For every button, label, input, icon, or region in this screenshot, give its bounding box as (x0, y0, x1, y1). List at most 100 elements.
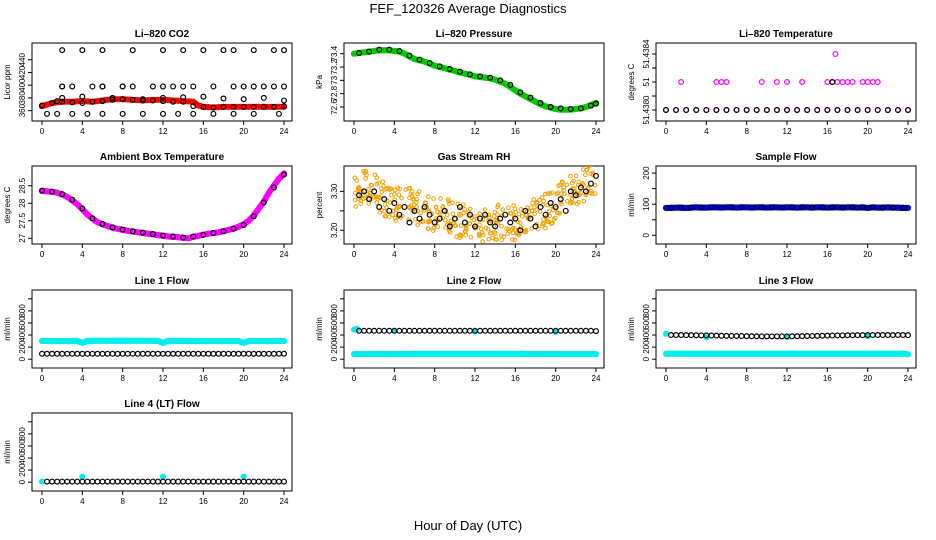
data-point (458, 223, 464, 228)
data-point (59, 350, 66, 357)
y-tick-label: 72.6 (330, 99, 339, 115)
data-point (537, 99, 544, 106)
data-point (240, 473, 247, 480)
x-tick-label: 0 (40, 127, 45, 136)
data-point (421, 203, 428, 210)
data-point (281, 478, 288, 485)
data-point (542, 211, 549, 218)
data-point (477, 215, 484, 222)
series-1 (350, 325, 600, 358)
data-point (446, 223, 453, 230)
data-point (568, 192, 573, 197)
data-point (683, 106, 690, 113)
data-point (38, 350, 45, 357)
data-point (532, 211, 537, 217)
x-tick-label: 20 (239, 497, 248, 506)
data-point (119, 83, 126, 90)
x-tick-label: 20 (551, 250, 560, 259)
data-point (99, 478, 106, 485)
data-point (829, 78, 836, 85)
data-point (849, 332, 856, 339)
data-point (451, 327, 458, 334)
data-point (44, 110, 51, 117)
x-tick-label: 20 (239, 250, 248, 259)
data-point (260, 478, 267, 485)
data-point (245, 478, 252, 485)
data-point (708, 332, 715, 339)
x-tick-label: 24 (592, 127, 601, 136)
panel-7: Line 1 Flow ml/min 0 4 8 12 16 20 24 0 20040060080… (3, 276, 293, 383)
data-point (406, 219, 413, 226)
plot-frame (31, 289, 293, 369)
panel-title: Ambient Box Temperature (100, 152, 225, 163)
x-tick-label: 24 (592, 250, 601, 259)
data-point (190, 233, 197, 240)
data-point (592, 191, 598, 196)
data-point (99, 47, 106, 54)
panel-5: Gas Stream RH percent 0 4 8 12 16 20 24 3.20 3.30 (315, 152, 605, 259)
data-point (583, 172, 588, 178)
x-tick-label: 16 (511, 127, 520, 136)
data-point (517, 227, 524, 234)
y-tick-label: 73.2 (330, 59, 339, 75)
data-point (819, 204, 826, 211)
data-point (511, 203, 516, 208)
data-point (270, 478, 277, 485)
data-point (487, 219, 494, 226)
data-point (411, 207, 418, 214)
x-tick-label: 4 (80, 250, 85, 259)
data-point (748, 333, 755, 340)
data-point (540, 221, 546, 227)
data-point (381, 196, 388, 203)
data-point (773, 333, 780, 340)
data-point (547, 327, 554, 334)
data-point (789, 333, 796, 340)
data-point (537, 203, 544, 210)
data-point (477, 73, 484, 80)
y-tick-label: 0 (642, 356, 651, 361)
data-point (839, 78, 846, 85)
data-point (768, 204, 775, 211)
panel-title: Line 1 Flow (135, 276, 190, 287)
data-point (436, 63, 443, 70)
data-point (758, 204, 765, 211)
y-tick-label: 600 (18, 316, 27, 330)
data-point (849, 204, 856, 211)
data-point (576, 179, 582, 185)
data-point (547, 191, 553, 196)
data-point (270, 83, 277, 90)
panel-4: Ambient Box Temperature degrees C 0 4 8 12 16 2… (3, 152, 293, 259)
x-tick-label: 0 (352, 374, 357, 383)
series-2 (38, 47, 288, 111)
data-point (516, 232, 522, 238)
data-point (450, 211, 456, 217)
x-tick-label: 16 (199, 374, 208, 383)
data-point (534, 200, 540, 206)
data-point (522, 327, 529, 334)
data-point (452, 223, 458, 228)
data-point (275, 478, 282, 485)
data-point (834, 78, 841, 85)
data-point (352, 197, 358, 203)
data-point (437, 211, 443, 217)
data-point (64, 350, 71, 357)
data-point (718, 78, 725, 85)
x-tick-label: 4 (80, 497, 85, 506)
panel-title: Sample Flow (755, 152, 816, 163)
data-point (215, 350, 222, 357)
data-point (358, 201, 363, 206)
x-tick-label: 16 (511, 250, 520, 259)
data-point (104, 478, 111, 485)
data-point (562, 191, 567, 197)
data-point (562, 327, 569, 334)
data-point (129, 96, 136, 103)
data-point (748, 204, 755, 211)
y-tick-label: 600 (330, 316, 339, 330)
y-axis-label: degrees C (3, 186, 12, 223)
data-point (698, 332, 705, 339)
data-point (440, 215, 446, 221)
data-point (210, 478, 217, 485)
data-point (773, 106, 780, 113)
data-point (255, 478, 262, 485)
